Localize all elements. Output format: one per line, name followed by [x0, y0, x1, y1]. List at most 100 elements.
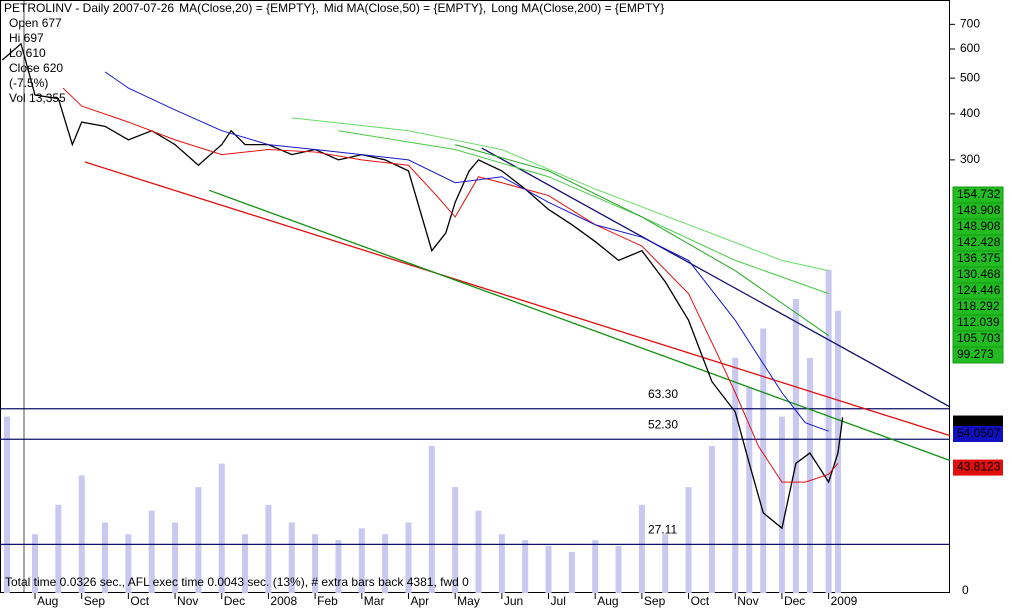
y-tick-label: 300 [960, 152, 980, 166]
x-tick-label: Nov [737, 594, 758, 608]
x-tick-label: Jun [504, 594, 523, 608]
x-tick-label: Oct [130, 594, 149, 608]
volume-bar [172, 522, 179, 593]
volume-bar [218, 463, 225, 593]
x-tick-label: Feb [317, 594, 338, 608]
chart-title: MA(Close,20) = {EMPTY}, [179, 1, 319, 15]
last-label: 43.8123 [957, 460, 1001, 474]
volume-bar [778, 416, 785, 593]
ma-label: 112.039 [957, 315, 1000, 329]
ma-label: 136.375 [957, 251, 1001, 265]
last-label-box [953, 459, 1003, 476]
volume-bar [475, 510, 482, 593]
volume-bar [335, 540, 342, 593]
volume-bar [242, 534, 249, 593]
price-line [104, 71, 829, 432]
ma-label: 118.292 [957, 299, 1000, 313]
volume-bar [148, 510, 155, 593]
volume-bar [195, 487, 202, 593]
volume-bar [358, 528, 365, 593]
volume-bar [382, 534, 389, 593]
ma-label: 154.732 [957, 187, 1001, 201]
chart-title: PETROLINV - Daily 2007-07-26 [4, 1, 174, 15]
trend-line [84, 161, 951, 437]
x-tick-label: Nov [177, 594, 198, 608]
volume-bar [428, 446, 435, 593]
volume-bar [405, 522, 412, 593]
volume-bar [825, 269, 832, 593]
volume-bar [792, 299, 799, 593]
y-tick-label: 500 [960, 70, 980, 84]
info-line: Open 677 [9, 16, 62, 30]
volume-bar [312, 534, 319, 593]
volume-bar [806, 357, 813, 593]
volume-bar [746, 387, 753, 593]
ma-label: 99.273 [957, 347, 994, 361]
volume-bar [102, 522, 109, 593]
x-tick-label: Sep [644, 594, 666, 608]
volume-bar [452, 487, 459, 593]
info-line: Close 620 [9, 61, 63, 75]
last-label: 54.0507 [957, 426, 1001, 440]
x-tick-label: 2008 [270, 594, 297, 608]
ma-label: 105.703 [957, 331, 1001, 345]
volume-bar [4, 416, 11, 593]
x-tick-label: Dec [784, 594, 805, 608]
volume-bar [288, 522, 295, 593]
volume-bar [78, 475, 85, 593]
volume-bar [638, 504, 645, 593]
price-line [1, 42, 844, 530]
chart-title: Long MA(Close,200) = {EMPTY} [491, 1, 664, 15]
level-label: 52.30 [648, 417, 678, 431]
level-label: 63.30 [648, 387, 678, 401]
level-label: 27.11 [648, 523, 677, 537]
ma-label-box [952, 346, 1004, 364]
ma-label: 142.428 [957, 235, 1001, 249]
volume-bar [615, 545, 622, 593]
volume-bar [592, 540, 599, 593]
x-tick-label: Apr [410, 594, 429, 608]
volume-bar [265, 504, 272, 593]
trend-line [481, 147, 951, 408]
volume-bar [55, 504, 62, 593]
x-tick-label: May [457, 594, 480, 608]
y-tick-label: 400 [960, 106, 980, 120]
x-tick-label: Jul [551, 594, 566, 608]
volume-bar [568, 551, 575, 593]
volume-bar [685, 487, 692, 593]
last-label-box [953, 425, 1003, 442]
ma-label: 130.468 [957, 267, 1001, 281]
price-line [291, 117, 829, 272]
ma-label: 124.446 [957, 283, 1001, 297]
info-line: (-7.5%) [9, 76, 48, 90]
y-tick-label: 700 [960, 17, 980, 31]
volume-bar [32, 534, 39, 593]
x-tick-label: Sep [84, 594, 106, 608]
x-tick-label: Mar [364, 594, 385, 608]
ma-label: 148.908 [957, 219, 1001, 233]
chart-title: Mid MA(Close,50) = {EMPTY}, [324, 1, 486, 15]
plot-border [0, 0, 950, 593]
y2-tick-label: 0 [962, 583, 969, 597]
volume-bar [760, 328, 767, 593]
trend-line [208, 189, 951, 462]
x-tick-label: Oct [691, 594, 710, 608]
volume-bar [545, 545, 552, 593]
footer: Total time 0.0326 sec., AFL exec time 0.… [5, 575, 469, 589]
x-tick-label: Aug [597, 594, 618, 608]
x-tick-label: 2009 [831, 594, 858, 608]
info-line: Lo 610 [9, 46, 46, 60]
info-line: Hi 697 [9, 31, 44, 45]
y-tick-label: 600 [960, 41, 980, 55]
x-tick-label: Dec [224, 594, 245, 608]
price-line [455, 144, 829, 336]
x-tick-label: Aug [37, 594, 58, 608]
volume-bar [498, 534, 505, 593]
volume-bar [732, 357, 739, 593]
info-line: Vol 13,355 [9, 91, 66, 105]
volume-bar [662, 534, 669, 593]
ma-label: 148.908 [957, 203, 1001, 217]
volume-bar [708, 446, 715, 593]
price-line [62, 87, 839, 483]
